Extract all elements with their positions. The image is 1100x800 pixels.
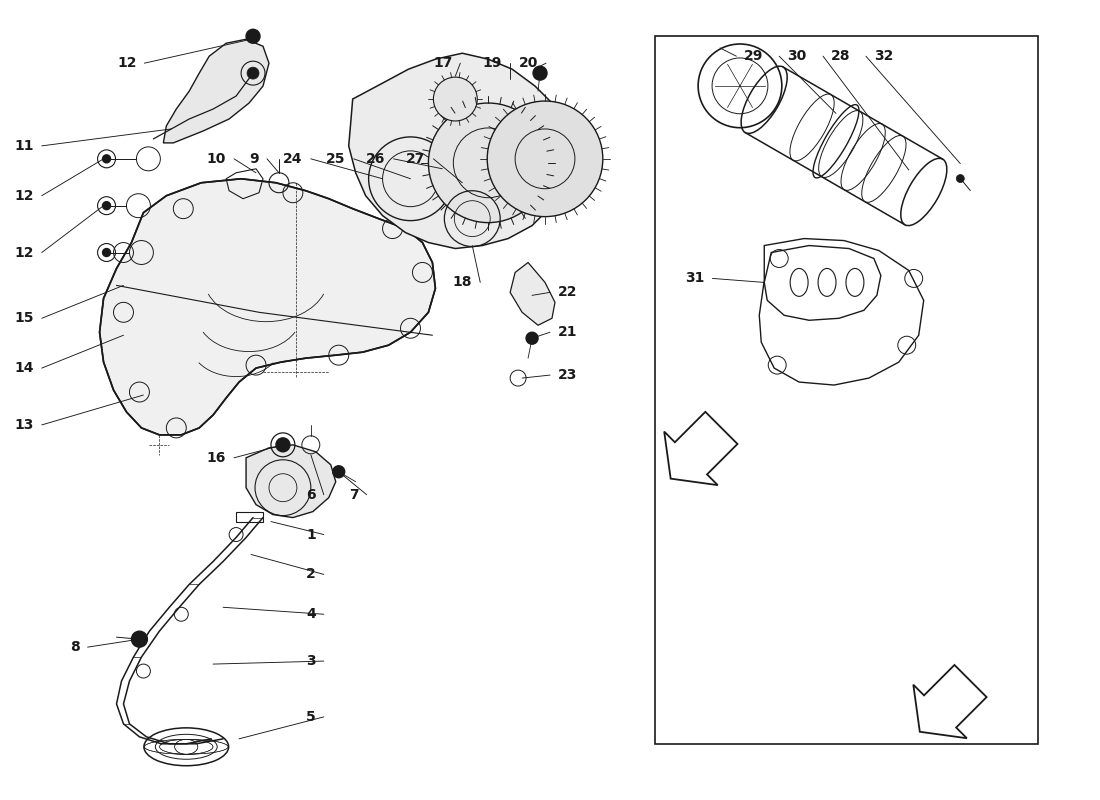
Text: 10: 10: [207, 152, 227, 166]
Text: 12: 12: [117, 56, 136, 70]
Circle shape: [526, 332, 538, 344]
Text: 3: 3: [306, 654, 316, 668]
Text: 32: 32: [873, 49, 893, 63]
Polygon shape: [163, 39, 270, 143]
Text: 28: 28: [830, 49, 850, 63]
Text: 4: 4: [306, 607, 316, 622]
Text: 27: 27: [406, 152, 426, 166]
Text: 15: 15: [14, 311, 34, 326]
Text: 23: 23: [558, 368, 578, 382]
Text: 21: 21: [558, 326, 578, 339]
Text: 25: 25: [327, 152, 345, 166]
Circle shape: [132, 631, 147, 647]
Text: 26: 26: [366, 152, 386, 166]
Polygon shape: [664, 412, 737, 485]
Circle shape: [487, 101, 603, 217]
Circle shape: [102, 202, 110, 210]
Text: 7: 7: [349, 488, 359, 502]
Text: 1: 1: [306, 527, 316, 542]
Circle shape: [956, 174, 965, 182]
Text: 6: 6: [306, 488, 316, 502]
Text: 17: 17: [433, 56, 452, 70]
Circle shape: [276, 438, 290, 452]
Text: 30: 30: [788, 49, 806, 63]
Text: 9: 9: [250, 152, 258, 166]
Bar: [654, 36, 1038, 744]
Circle shape: [428, 103, 548, 222]
Text: 11: 11: [14, 139, 34, 153]
Text: 18: 18: [453, 275, 472, 290]
Text: 29: 29: [745, 49, 763, 63]
Text: 8: 8: [70, 640, 79, 654]
Polygon shape: [246, 445, 336, 518]
Polygon shape: [100, 178, 436, 435]
Circle shape: [333, 466, 344, 478]
Polygon shape: [913, 665, 987, 738]
Text: 12: 12: [14, 246, 34, 259]
Circle shape: [102, 155, 110, 163]
Circle shape: [534, 66, 547, 80]
Text: 24: 24: [284, 152, 302, 166]
Circle shape: [433, 77, 477, 121]
Text: 5: 5: [306, 710, 316, 724]
Polygon shape: [510, 262, 556, 326]
Circle shape: [248, 67, 258, 79]
Text: 22: 22: [558, 286, 578, 299]
Circle shape: [102, 249, 110, 257]
Text: 19: 19: [483, 56, 503, 70]
Text: 13: 13: [14, 418, 34, 432]
Text: 20: 20: [519, 56, 538, 70]
Text: 31: 31: [685, 271, 704, 286]
Text: 16: 16: [207, 450, 227, 465]
Text: 12: 12: [14, 189, 34, 202]
Polygon shape: [349, 54, 572, 249]
Circle shape: [246, 30, 260, 43]
Text: 14: 14: [14, 361, 34, 375]
Text: 2: 2: [306, 567, 316, 582]
